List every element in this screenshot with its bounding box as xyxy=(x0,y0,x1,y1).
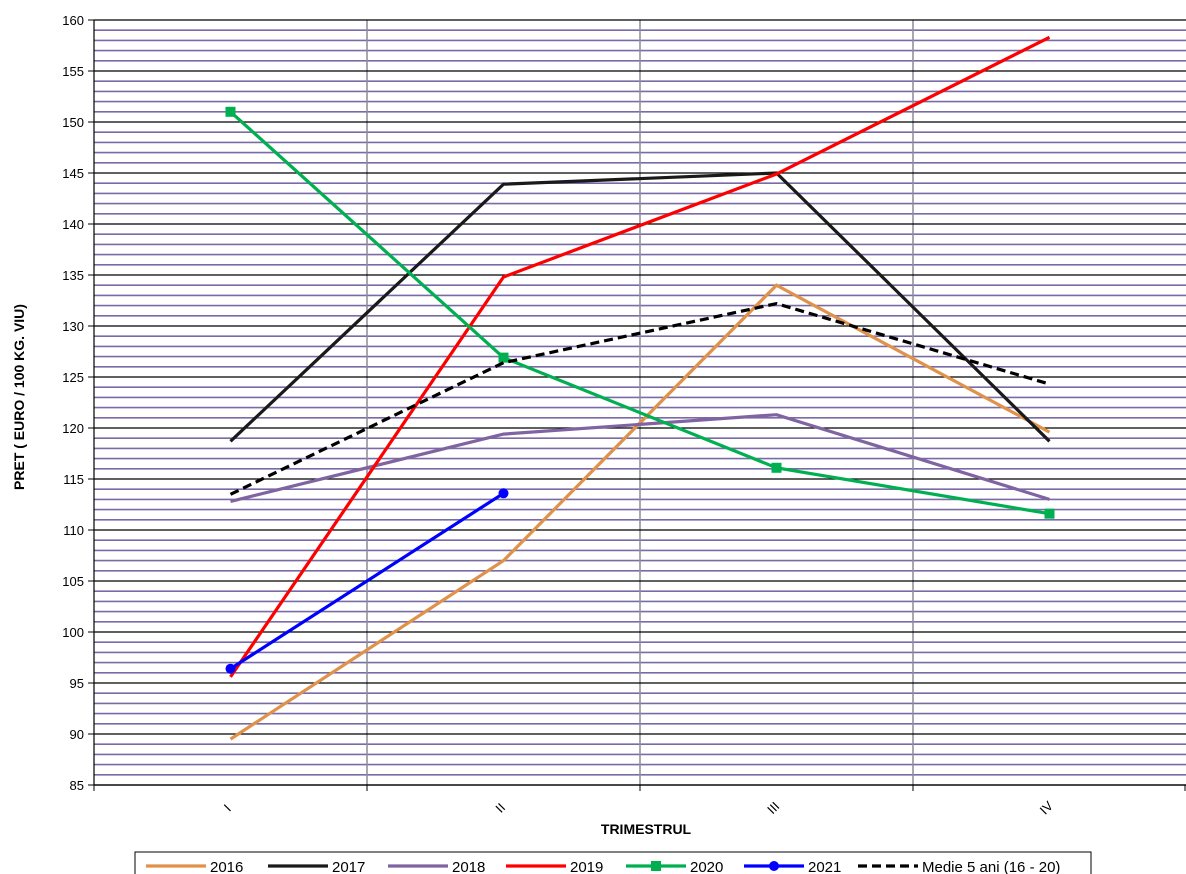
legend-label: Medie 5 ani (16 - 20) xyxy=(922,859,1060,874)
y-tick-label: 95 xyxy=(70,676,84,691)
y-tick-label: 90 xyxy=(70,727,84,742)
y-tick-label: 130 xyxy=(62,319,84,334)
legend-label: 2018 xyxy=(452,859,485,874)
y-tick-label: 145 xyxy=(62,166,84,181)
data-point-marker xyxy=(1044,508,1055,519)
legend-marker xyxy=(651,861,661,871)
data-point-marker xyxy=(498,488,509,499)
legend-label: 2017 xyxy=(332,859,365,874)
data-point-marker xyxy=(225,663,236,674)
x-axis-title: TRIMESTRUL xyxy=(601,821,692,837)
y-tick-label: 110 xyxy=(63,523,84,538)
data-point-marker xyxy=(771,462,782,473)
y-tick-label: 120 xyxy=(62,421,84,436)
series-line-2017 xyxy=(229,171,1051,443)
data-point-marker xyxy=(498,352,509,363)
legend-box xyxy=(134,851,1092,874)
series-line-2020 xyxy=(229,110,1050,516)
y-tick-label: 135 xyxy=(62,268,84,283)
y-tick-label: 105 xyxy=(62,574,84,589)
y-tick-labels: 85 90 95 100 105 110 115 120 125 130 135 140 145 150 1… xyxy=(62,13,94,793)
data-point-marker xyxy=(225,106,236,117)
legend-label: 2020 xyxy=(690,859,723,874)
x-tick-labels: I II III IV xyxy=(221,798,1056,818)
y-tick-label: 115 xyxy=(63,472,84,487)
y-tick-label: 85 xyxy=(70,778,84,793)
y-tick-label: 125 xyxy=(62,370,84,385)
series-line-2021 xyxy=(229,491,505,671)
y-axis-title: PRET ( EURO / 100 KG. VIU) xyxy=(11,304,27,490)
x-tick-label: II xyxy=(492,800,508,816)
y-tick-label: 140 xyxy=(62,217,84,232)
y-tick-label: 155 xyxy=(62,64,84,79)
vertical-gridlines xyxy=(366,20,914,785)
series-line-2018 xyxy=(230,413,1050,503)
series-lines xyxy=(225,35,1055,741)
legend: 2016 2017 2018 2019 2020 2021 Medie 5 ani (16 … xyxy=(134,851,1092,874)
legend-label: 2019 xyxy=(570,859,603,874)
legend-label: 2016 xyxy=(210,859,243,874)
y-tick-label: 150 xyxy=(62,115,84,130)
series-line-medie-5-ani-16-20 xyxy=(229,301,1050,496)
x-tick-label: III xyxy=(764,799,782,817)
x-tick-label: I xyxy=(221,801,234,814)
x-tick-label: IV xyxy=(1037,798,1057,818)
legend-label: 2021 xyxy=(808,859,841,874)
axes xyxy=(93,20,1186,791)
series-line-2019 xyxy=(229,35,1051,678)
y-tick-label: 100 xyxy=(62,625,84,640)
legend-marker xyxy=(769,861,779,871)
y-tick-label: 160 xyxy=(62,13,84,28)
